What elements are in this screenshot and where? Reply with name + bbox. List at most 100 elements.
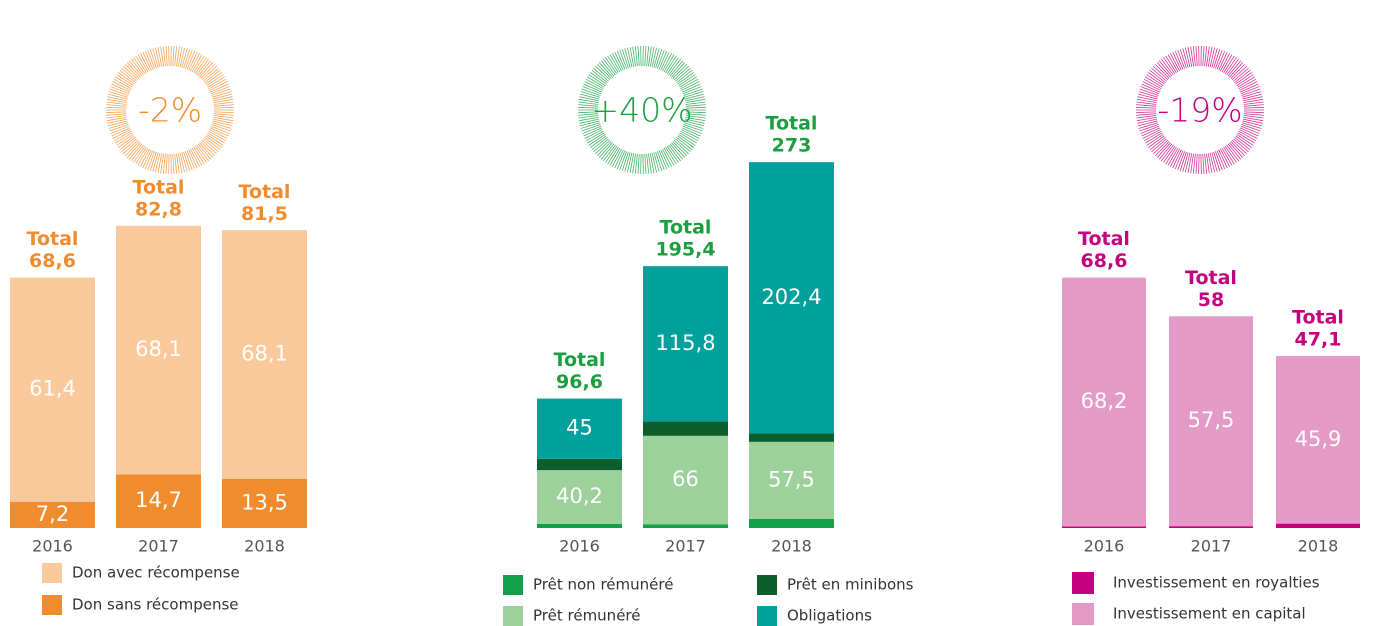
badge-ray xyxy=(200,63,216,79)
badge-ray xyxy=(607,55,619,74)
badge-ray xyxy=(609,147,621,166)
badge-ray xyxy=(637,46,640,67)
badge-ray xyxy=(154,152,161,173)
badge-ray xyxy=(176,46,180,67)
badge-ray xyxy=(1156,62,1171,78)
badge-ray xyxy=(607,146,619,165)
badge-ray xyxy=(1240,127,1259,137)
badge-ray xyxy=(666,145,679,163)
badge-ray xyxy=(1243,101,1264,105)
x-tick-label: 2017 xyxy=(138,537,179,556)
bar-segment xyxy=(643,266,728,422)
badge-ray xyxy=(1238,78,1257,90)
bar-segment xyxy=(643,435,728,525)
badge-ray xyxy=(210,125,230,134)
badge-ray xyxy=(126,62,141,78)
badge-ray xyxy=(593,67,609,82)
badge-ray xyxy=(1163,145,1176,163)
badge-ray xyxy=(678,134,696,146)
badge-ray xyxy=(591,137,608,151)
total-word: Total xyxy=(660,217,712,239)
badge-ray xyxy=(675,67,691,82)
badge-ray xyxy=(609,54,621,73)
badge-ray xyxy=(684,122,704,129)
badge-ray xyxy=(113,130,132,142)
badge-ray xyxy=(190,148,201,167)
bar-segment xyxy=(537,523,622,528)
badge-ray xyxy=(1137,93,1158,100)
badge-ray xyxy=(1153,65,1169,81)
badge-ray xyxy=(1146,134,1164,146)
badge-ray xyxy=(1160,58,1174,76)
badge-ray xyxy=(591,69,608,83)
badge-ray xyxy=(112,129,131,139)
x-tick-label: 2018 xyxy=(244,537,285,556)
badge-ray xyxy=(1236,134,1254,146)
badge-ray xyxy=(677,72,695,85)
badge-ray xyxy=(199,62,214,78)
badge-ray xyxy=(194,57,207,75)
badge-ray xyxy=(209,81,228,91)
badge-ray xyxy=(1136,116,1157,122)
bar-segment xyxy=(749,162,834,434)
badge-ray xyxy=(196,144,210,162)
badge-ray xyxy=(685,98,706,104)
badge-ray xyxy=(637,153,640,174)
value-label: 66 xyxy=(672,467,699,491)
badge-ray xyxy=(624,152,631,172)
badge-ray xyxy=(200,141,216,157)
badge-ray xyxy=(212,96,233,102)
badge-ray xyxy=(186,50,196,70)
legend-label: Investissement en capital xyxy=(1113,605,1306,623)
badge-ray xyxy=(1229,62,1244,78)
total-word: Total xyxy=(27,228,79,250)
badge-ray xyxy=(142,51,152,71)
badge-ray xyxy=(582,86,602,95)
badge-ray xyxy=(616,50,626,70)
badge-ray xyxy=(205,135,223,148)
badge-ray xyxy=(181,48,188,68)
badge-ray xyxy=(181,152,188,172)
legend-swatch xyxy=(503,575,523,595)
badge-ray xyxy=(649,153,655,173)
badge-ray xyxy=(1227,143,1242,160)
badge-ray xyxy=(162,153,166,174)
badge-ray xyxy=(142,149,152,169)
badge-ray xyxy=(176,153,180,174)
badge-ray xyxy=(651,152,658,173)
badge-ray xyxy=(685,113,706,116)
badge-ray xyxy=(157,47,163,67)
total-label: 68,6 xyxy=(29,250,76,272)
badge-ray xyxy=(1242,96,1263,102)
badge-ray xyxy=(135,55,147,74)
badge-ray xyxy=(583,127,602,137)
badge-ray xyxy=(157,153,163,173)
badge-ray xyxy=(1206,46,1210,67)
badge-ray xyxy=(1243,111,1264,114)
bar-segment xyxy=(643,524,728,528)
badge-ray xyxy=(1172,149,1182,169)
badge-ray xyxy=(1242,122,1262,129)
badge-ray xyxy=(1242,118,1263,124)
badge-ray xyxy=(126,142,141,158)
badge-ray xyxy=(212,93,233,100)
badge-ray xyxy=(680,130,699,142)
badge-ray xyxy=(1140,86,1160,95)
badge-ray xyxy=(213,116,234,122)
badge-ray xyxy=(1138,122,1158,129)
badge-ray xyxy=(1234,137,1251,151)
value-label: 13,5 xyxy=(241,490,288,514)
badge-ray xyxy=(1227,60,1242,77)
badge-ray xyxy=(133,145,146,163)
badge-ray xyxy=(683,124,703,132)
badge-ray xyxy=(139,53,150,72)
badge-ray xyxy=(1242,91,1262,98)
badge-ray xyxy=(108,122,128,129)
badge-ray xyxy=(578,113,599,116)
badge-ray xyxy=(684,91,704,98)
badge-ray xyxy=(660,149,670,169)
badge-ray xyxy=(653,152,660,172)
badge-ray xyxy=(108,91,128,98)
badge-ray xyxy=(121,67,137,82)
badge-ray xyxy=(109,88,129,96)
